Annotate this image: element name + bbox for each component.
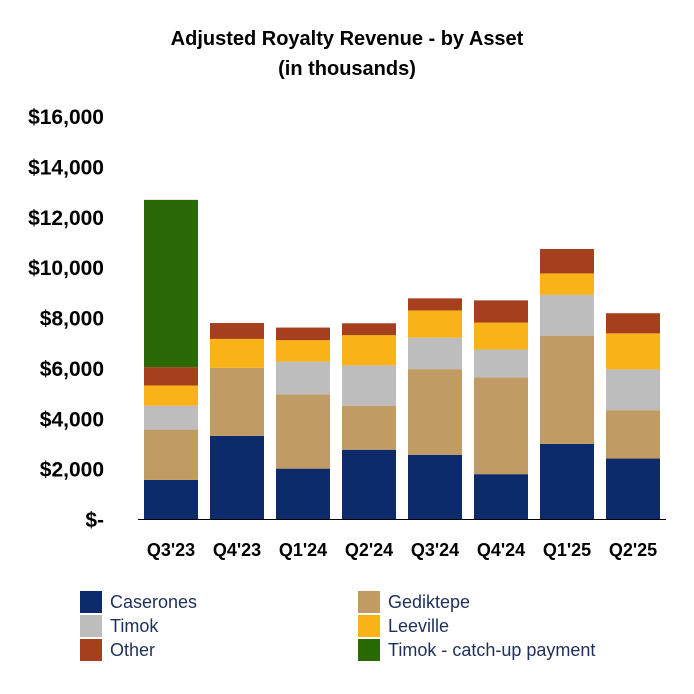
y-tick-label: $12,000 <box>28 207 104 230</box>
bar-segment <box>276 361 330 395</box>
legend-label: Other <box>110 639 156 660</box>
bar-segment <box>408 369 462 455</box>
y-tick-label: $4,000 <box>40 408 104 431</box>
legend-item: Timok <box>80 614 158 638</box>
x-tick-label: Q2'25 <box>609 540 657 560</box>
bar-segment <box>210 367 264 436</box>
legend-item: Leeville <box>358 614 449 638</box>
bar-segment <box>342 335 396 366</box>
bar-segment <box>144 479 198 519</box>
x-tick-label: Q4'24 <box>477 540 525 560</box>
bar-segment <box>276 394 330 469</box>
x-tick-label: Q1'25 <box>543 540 591 560</box>
bar-segment <box>540 335 594 444</box>
bar-segment <box>144 367 198 386</box>
chart-subtitle: (in thousands) <box>278 58 416 80</box>
bar-segment <box>408 298 462 311</box>
y-tick-label: $10,000 <box>28 257 104 280</box>
bar-segment <box>606 369 660 411</box>
bar-segment <box>144 405 198 430</box>
bar-segment <box>144 385 198 406</box>
bar-segment <box>606 333 660 370</box>
y-tick-label: $- <box>85 509 104 532</box>
legend-label: Leeville <box>388 615 450 636</box>
bar-segment <box>606 410 660 459</box>
legend-label: Timok <box>110 615 159 636</box>
legend-swatch <box>80 591 102 613</box>
y-tick-label: $6,000 <box>40 358 104 381</box>
legend-swatch <box>358 615 380 637</box>
bar-segment <box>342 405 396 450</box>
legend-item: Other <box>80 638 155 662</box>
y-tick-label: $2,000 <box>40 459 104 482</box>
bar-segment <box>474 349 528 378</box>
x-tick-label: Q1'24 <box>279 540 327 560</box>
x-tick-label: Q3'23 <box>147 540 195 560</box>
bar-segment <box>474 474 528 519</box>
y-tick-label: $8,000 <box>40 308 104 331</box>
bar-segment <box>474 322 528 350</box>
bar-segment <box>408 337 462 370</box>
legend-swatch <box>358 591 380 613</box>
x-tick-label: Q2'24 <box>345 540 393 560</box>
bar-segment <box>144 429 198 480</box>
bar-segment <box>474 377 528 475</box>
bar-segment <box>606 313 660 334</box>
legend-swatch <box>80 639 102 661</box>
bar-segment <box>408 310 462 338</box>
bar-segment <box>540 443 594 519</box>
x-tick-label: Q3'24 <box>411 540 459 560</box>
bar-segment <box>606 458 660 519</box>
bar-segment <box>342 365 396 406</box>
bar-segment <box>276 468 330 519</box>
y-axis: $- $2,000 $4,000 $6,000 $8,000 $10,000 $12,000… <box>28 106 104 532</box>
x-tick-label: Q4'23 <box>213 540 261 560</box>
bar-segment <box>474 300 528 323</box>
bar-segment <box>342 323 396 336</box>
legend-label: Gediktepe <box>388 591 471 612</box>
legend-label: Caserones <box>110 591 198 612</box>
bar-segment <box>540 294 594 336</box>
legend-item: Gediktepe <box>358 590 470 614</box>
y-tick-label: $16,000 <box>28 106 104 129</box>
bar-segment <box>210 435 264 519</box>
y-tick-label: $14,000 <box>28 156 104 179</box>
bar-segment <box>540 248 594 274</box>
legend-swatch <box>358 639 380 661</box>
chart-plot: $- $2,000 $4,000 $6,000 $8,000 $10,000 $12,000… <box>28 106 666 560</box>
bar-area <box>144 199 660 519</box>
x-axis: Q3'23 Q4'23 Q1'24 Q2'24 Q3'24 Q4'24 Q1'25 Q2'25 <box>138 519 666 560</box>
legend-label: Timok - catch-up payment <box>388 639 596 660</box>
bar-segment <box>342 449 396 519</box>
legend-item: Timok - catch-up payment <box>358 638 595 662</box>
chart-title: Adjusted Royalty Revenue - by Asset <box>170 28 524 50</box>
bar-segment <box>210 338 264 368</box>
bar-segment <box>540 273 594 295</box>
bar-segment <box>276 327 330 341</box>
legend-swatch <box>80 615 102 637</box>
bar-segment <box>210 323 264 339</box>
legend-item: Caserones <box>80 590 197 614</box>
bar-segment <box>276 340 330 362</box>
bar-segment <box>408 454 462 519</box>
bar-segment <box>144 199 198 368</box>
